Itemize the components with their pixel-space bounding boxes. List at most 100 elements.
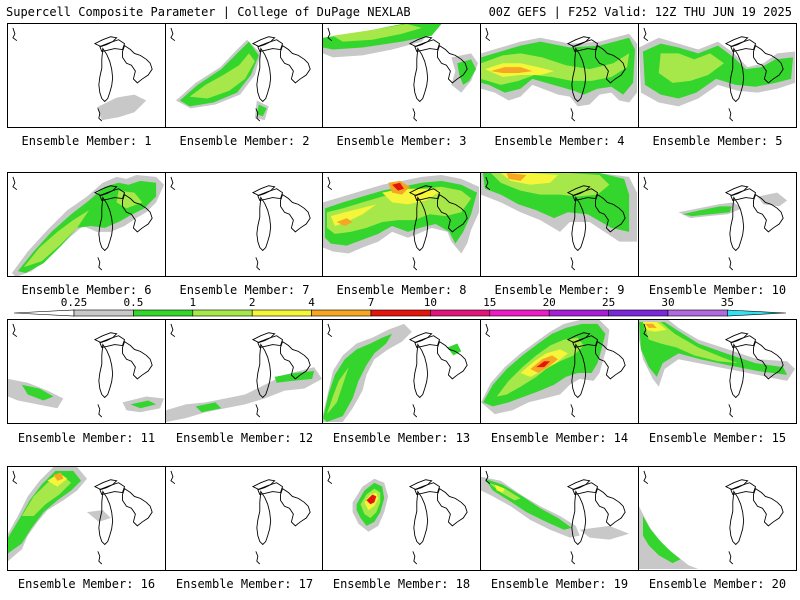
coastline-fragment xyxy=(570,551,576,565)
sfc-composite-map xyxy=(639,470,784,570)
coastline-fragment xyxy=(412,108,418,122)
parameter-contour-fill xyxy=(579,525,630,540)
ensemble-member-label: Ensemble Member: 15 xyxy=(648,431,787,445)
great-lakes-outline xyxy=(122,487,153,527)
great-lakes-outline xyxy=(93,36,118,48)
coastline-fragment xyxy=(570,108,576,122)
coastline-fragment xyxy=(12,27,18,42)
parameter-contour-fill xyxy=(332,24,422,42)
parameter-contour-fill xyxy=(392,182,404,191)
great-lakes-outline xyxy=(256,490,272,546)
great-lakes-outline xyxy=(566,185,591,197)
colorbar-segment xyxy=(73,309,134,317)
colorbar-tick-label: 4 xyxy=(308,296,315,309)
sfc-composite-map xyxy=(481,470,630,565)
parameter-contour-fill xyxy=(494,484,505,493)
parameter-contour-fill xyxy=(274,371,315,383)
colorbar-tick-label: 0.25 xyxy=(61,296,88,309)
ensemble-member-label: Ensemble Member: 13 xyxy=(332,431,471,445)
great-lakes-outline xyxy=(571,196,587,252)
coastline-fragment xyxy=(485,27,491,42)
coastline-fragment xyxy=(12,470,18,485)
ensemble-member-map-1 xyxy=(7,23,166,128)
colorbar-segment xyxy=(489,309,550,317)
coastline-fragment xyxy=(170,470,176,485)
parameter-contour-fill xyxy=(189,53,255,99)
great-lakes-outline xyxy=(724,36,749,48)
coastline-fragment xyxy=(327,323,333,338)
ensemble-member-label: Ensemble Member: 14 xyxy=(490,431,629,445)
colorbar-tick-label: 20 xyxy=(543,296,556,309)
coastline-fragment xyxy=(485,323,491,338)
colorbar-lower-extension xyxy=(13,309,75,317)
ensemble-member-label: Ensemble Member: 18 xyxy=(332,577,471,591)
great-lakes-outline xyxy=(753,44,784,84)
colorbar-segment xyxy=(192,309,253,317)
parameter-contour-fill xyxy=(195,402,222,413)
sfc-composite-map xyxy=(481,173,638,271)
great-lakes-outline xyxy=(729,490,745,546)
great-lakes-outline xyxy=(724,185,749,197)
colorbar-tick-label: 30 xyxy=(661,296,674,309)
parameter-contour-fill xyxy=(326,367,349,415)
sfc-composite-map xyxy=(166,323,323,423)
parameter-contour-fill xyxy=(366,494,377,505)
parameter-contour-fill xyxy=(757,192,788,207)
great-lakes-outline xyxy=(122,44,153,84)
coastline-fragment xyxy=(12,323,18,338)
great-lakes-outline xyxy=(566,479,591,491)
colorbar-tick-label: 1 xyxy=(189,296,196,309)
great-lakes-outline xyxy=(98,47,114,103)
color-scale-bar: 0.25 0.5 1 2 4 7 10 15 20 25 30 35 xyxy=(13,296,787,317)
sfc-composite-map xyxy=(170,470,311,565)
coastline-fragment xyxy=(255,108,261,122)
colorbar-tick-label: 15 xyxy=(483,296,496,309)
great-lakes-outline xyxy=(413,490,429,546)
coastline-fragment xyxy=(12,176,18,191)
colorbar-tick-label: 35 xyxy=(721,296,734,309)
great-lakes-outline xyxy=(256,343,272,399)
ensemble-member-label: Ensemble Member: 11 xyxy=(17,431,156,445)
coastline-fragment xyxy=(255,404,261,418)
parameter-contour-fill xyxy=(86,510,111,522)
great-lakes-outline xyxy=(437,193,468,233)
ensemble-member-label: Ensemble Member: 3 xyxy=(336,134,467,148)
sfc-composite-map xyxy=(11,174,165,276)
coastline-fragment xyxy=(327,27,333,42)
sfc-composite-map xyxy=(170,27,311,122)
coastline-fragment xyxy=(728,257,734,271)
ensemble-member-map-2 xyxy=(165,23,324,128)
coastline-fragment xyxy=(255,257,261,271)
ensemble-member-map-10 xyxy=(638,172,797,277)
sfc-composite-map xyxy=(8,323,165,418)
great-lakes-outline xyxy=(280,340,311,380)
great-lakes-outline xyxy=(729,196,745,252)
colorbar-segment xyxy=(608,309,669,317)
great-lakes-outline xyxy=(437,44,468,84)
ensemble-member-map-3 xyxy=(322,23,481,128)
ensemble-member-label: Ensemble Member: 20 xyxy=(648,577,787,591)
parameter-contour-fill xyxy=(53,472,64,481)
great-lakes-outline xyxy=(571,490,587,546)
parameter-contour-fill xyxy=(682,206,732,217)
great-lakes-outline xyxy=(251,36,276,48)
coastline-fragment xyxy=(643,176,649,191)
colorbar-segment xyxy=(251,309,312,317)
great-lakes-outline xyxy=(753,193,784,233)
parameter-contour-fill xyxy=(506,173,527,181)
colorbar-tick-label: 0.5 xyxy=(123,296,143,309)
parameter-contour-fill xyxy=(481,53,630,85)
great-lakes-outline xyxy=(566,36,591,48)
colorbar-tick-label: 7 xyxy=(368,296,375,309)
parameter-contour-fill xyxy=(490,67,533,74)
great-lakes-outline xyxy=(256,47,272,103)
sfc-composite-map xyxy=(481,320,626,418)
sfc-composite-map xyxy=(639,320,796,418)
sfc-composite-map xyxy=(481,27,638,122)
great-lakes-outline xyxy=(595,193,626,233)
sfc-composite-map xyxy=(323,174,480,271)
coastline-fragment xyxy=(97,404,103,418)
sfc-composite-map xyxy=(327,470,468,565)
sfc-composite-map xyxy=(643,176,788,271)
great-lakes-outline xyxy=(413,47,429,103)
